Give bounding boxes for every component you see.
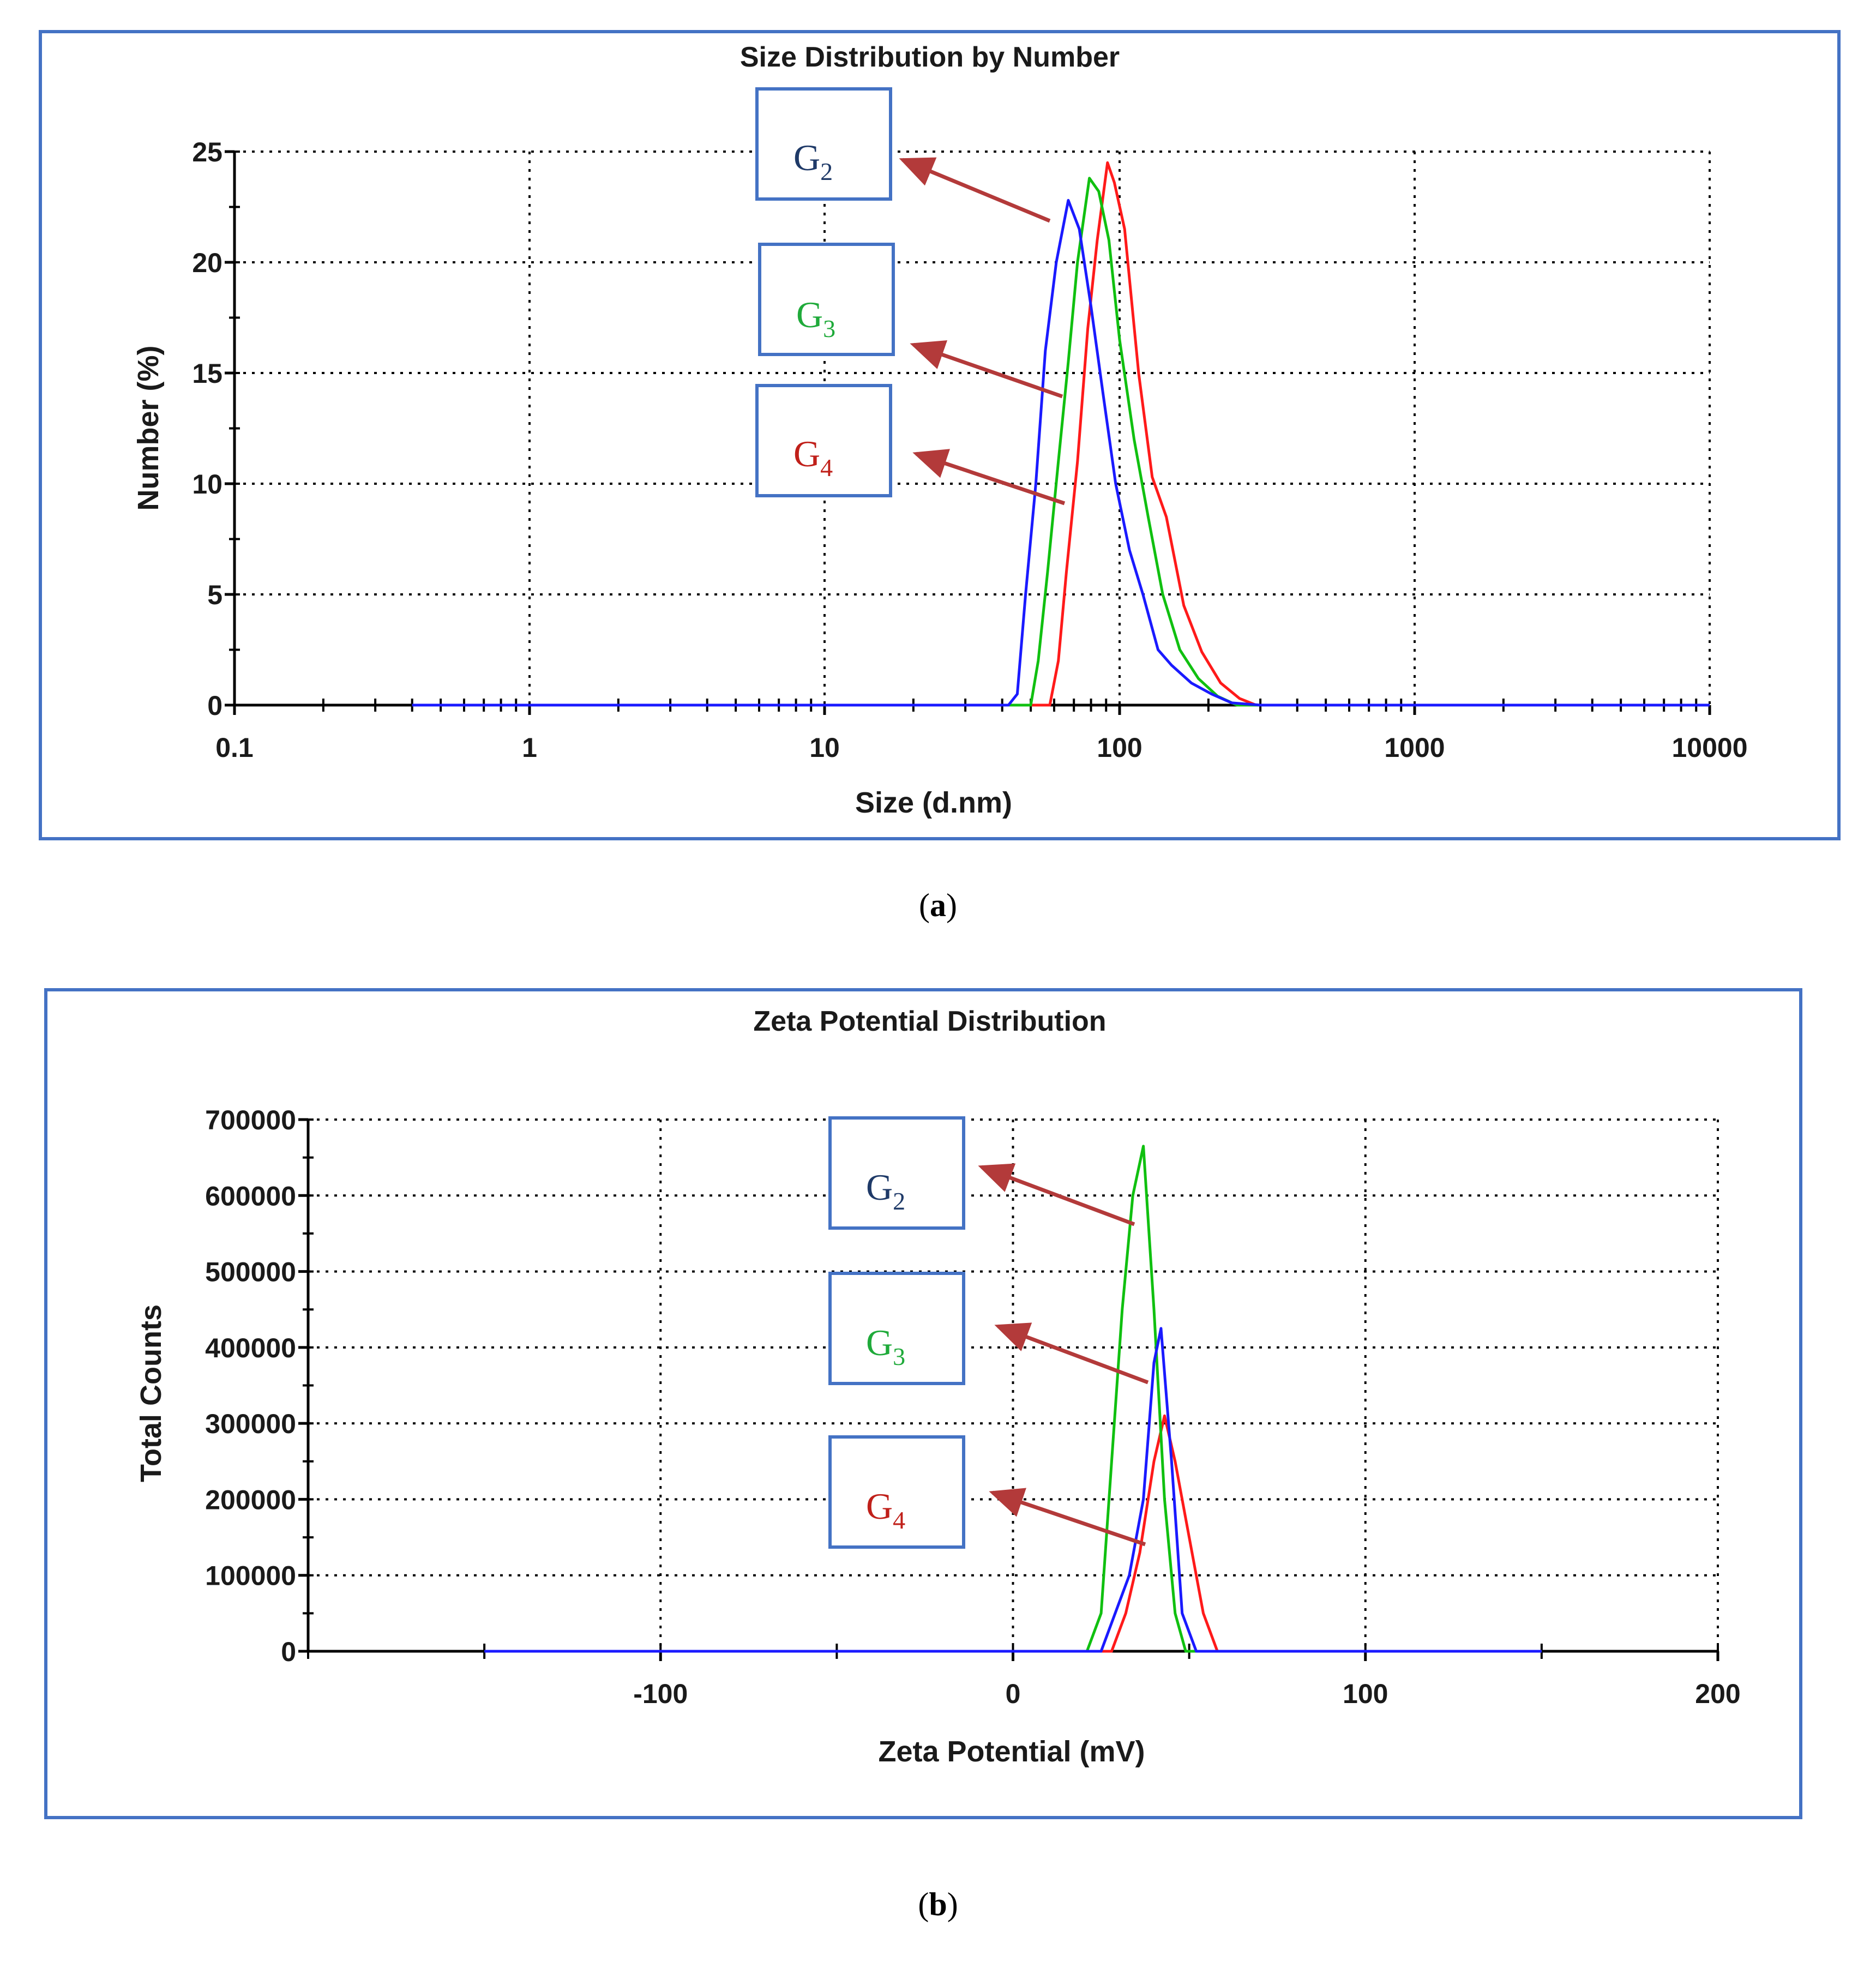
caption-b: (b) <box>918 1886 958 1922</box>
chart-b-title: Zeta Potential Distribution <box>753 1006 1106 1037</box>
chart-b-xtick-label: 200 <box>1695 1679 1740 1709</box>
chart-a-series-g3 <box>412 177 1710 707</box>
chart-a-ytick-label: 25 <box>192 137 223 167</box>
chart-b-ytick-label: 300000 <box>205 1409 296 1439</box>
chart-b-series-g3 <box>484 1145 1542 1653</box>
svg-text:G2: G2 <box>866 1166 905 1215</box>
chart-b-ytick-label: 600000 <box>205 1181 296 1211</box>
callout-a-g2: G2 <box>755 87 892 201</box>
chart-b-xtick-label: 100 <box>1343 1679 1388 1709</box>
callout-b-g4-sub: 4 <box>893 1506 905 1534</box>
callout-a-g4: G4 <box>755 384 892 497</box>
chart-b-ytick-label: 100000 <box>205 1561 296 1591</box>
callout-b-g2: G2 <box>828 1116 965 1230</box>
chart-b-ytick-label: 700000 <box>205 1105 296 1135</box>
callout-a-g3: G3 <box>758 243 895 356</box>
chart-b-xlabel: Zeta Potential (mV) <box>878 1735 1145 1768</box>
panel-a: Size Distribution by Number 0.1 1 10 100 100… <box>39 30 1841 840</box>
callout-b-g3-sub: 3 <box>893 1343 905 1370</box>
callout-a-g3-sub: 3 <box>823 315 835 342</box>
chart-a-xtick-label: 1000 <box>1384 732 1445 763</box>
chart-a-xlabel: Size (d.nm) <box>855 786 1012 819</box>
chart-a-ytick-label: 10 <box>192 469 223 500</box>
chart-a-ytick-label: 0 <box>207 690 223 721</box>
chart-b-plot: -100 0 100 200 0 100000 200000 300000 400000 5000… <box>205 1105 1741 1709</box>
chart-b-ylabel: Total Counts <box>135 1304 167 1482</box>
chart-a-ytick-label: 5 <box>207 580 223 610</box>
arrow-a-g3 <box>910 340 1063 399</box>
svg-text:G3: G3 <box>796 294 835 342</box>
chart-a-plot: 0.1 1 10 100 1000 10000 0 5 10 15 20 25 <box>192 137 1747 763</box>
callout-a-g3-main: G <box>796 294 823 335</box>
callout-a-g4-sub: 4 <box>820 454 833 482</box>
chart-a-xtick-label: 10 <box>809 732 840 763</box>
chart-a-xtick-label: 1 <box>522 732 537 763</box>
callout-b-g4-main: G <box>866 1485 893 1527</box>
arrow-b-g3 <box>994 1322 1149 1385</box>
arrow-b-g4 <box>989 1488 1146 1547</box>
chart-b-ytick-label: 400000 <box>205 1333 296 1363</box>
arrow-b-g2 <box>978 1163 1135 1226</box>
callout-a-g2-main: G <box>793 137 820 178</box>
chart-b-ytick-label: 0 <box>281 1637 296 1667</box>
callout-a-g4-main: G <box>793 433 820 474</box>
chart-a-xtick-label: 10000 <box>1671 732 1747 763</box>
caption-a: (a) <box>919 887 957 923</box>
svg-text:G3: G3 <box>866 1322 905 1370</box>
callout-a-g2-sub: 2 <box>820 158 833 185</box>
chart-a-series-g4 <box>412 161 1710 707</box>
chart-a-xtick-label: 0.1 <box>215 732 254 763</box>
chart-a-ylabel: Number (%) <box>132 345 165 510</box>
callout-b-g2-sub: 2 <box>893 1187 905 1215</box>
callout-b-g3: G3 <box>828 1272 965 1385</box>
chart-a-title: Size Distribution by Number <box>740 41 1120 73</box>
callout-b-g2-main: G <box>866 1166 893 1208</box>
panel-b: Zeta Potential Distribution -100 0 100 2000… <box>44 988 1802 1819</box>
chart-a-series-g2 <box>412 198 1710 707</box>
chart-b-series-g4 <box>484 1414 1542 1653</box>
chart-a-xtick-label: 100 <box>1097 732 1142 763</box>
svg-text:G4: G4 <box>866 1485 905 1534</box>
callout-b-g4: G4 <box>828 1435 965 1549</box>
chart-b-ytick-label: 200000 <box>205 1484 296 1515</box>
chart-a-ytick-label: 20 <box>192 248 223 278</box>
callout-b-g3-main: G <box>866 1322 893 1363</box>
arrow-a-g2 <box>899 157 1051 223</box>
svg-text:G4: G4 <box>793 433 833 482</box>
svg-text:G2: G2 <box>793 137 833 185</box>
panel-a-frame <box>39 30 1841 840</box>
chart-b-series-g2 <box>484 1327 1542 1653</box>
chart-b-xtick-label: -100 <box>633 1679 688 1709</box>
chart-a-ytick-label: 15 <box>192 358 223 389</box>
arrow-a-g4 <box>912 449 1066 506</box>
chart-b-xtick-label: 0 <box>1006 1679 1021 1709</box>
chart-b-ytick-label: 500000 <box>205 1257 296 1288</box>
